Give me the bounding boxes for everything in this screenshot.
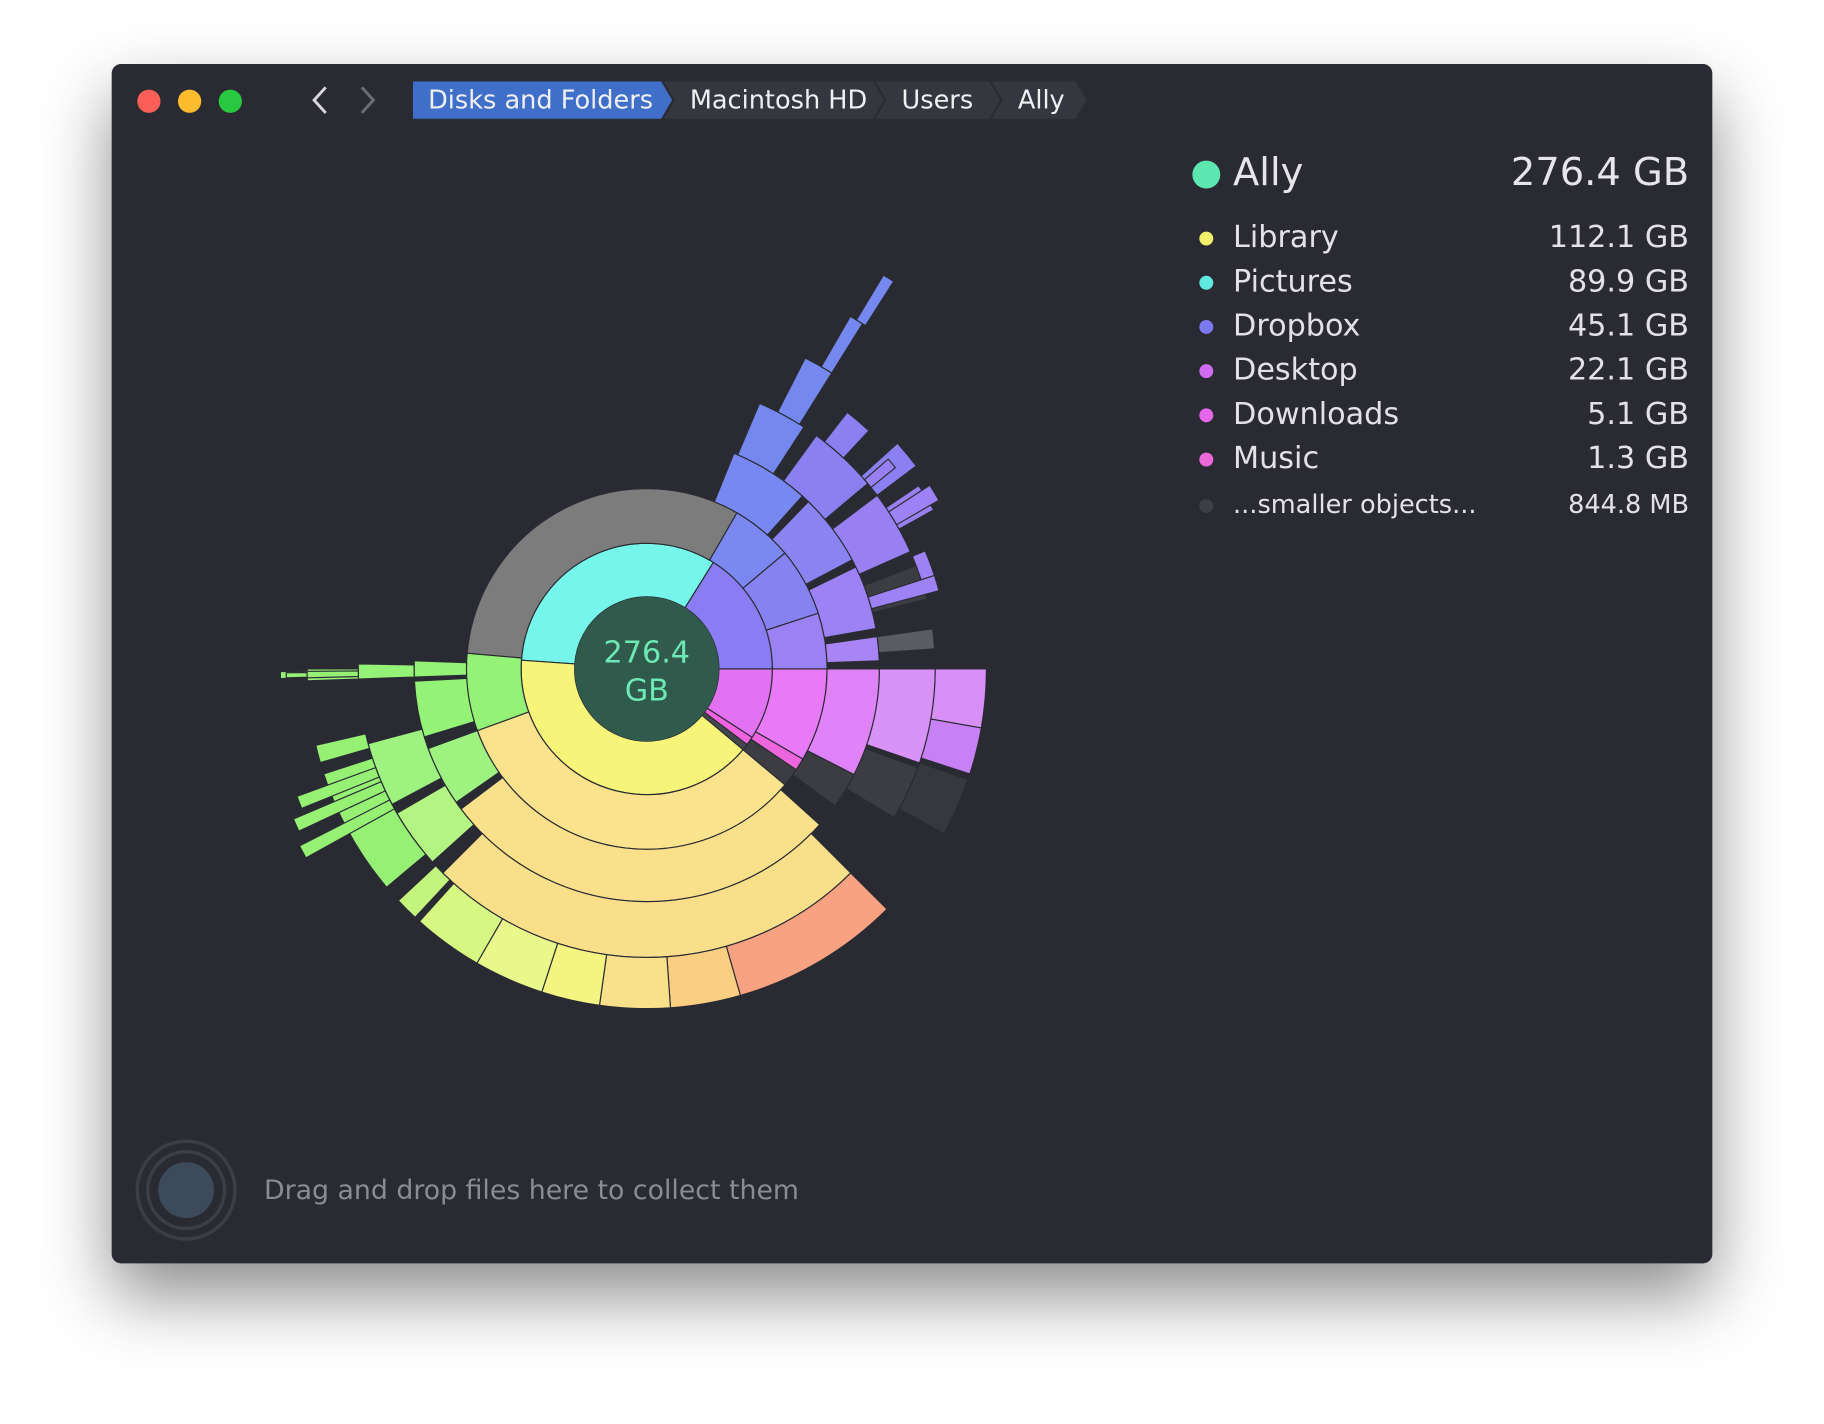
sunburst-segment [855, 274, 895, 327]
sunburst-segment [397, 864, 451, 919]
sunburst-segment [920, 718, 982, 775]
breadcrumb-label: Ally [1018, 85, 1065, 115]
legend-name: Desktop [1233, 353, 1358, 388]
forward-button[interactable] [360, 86, 376, 114]
dropzone-text: Drag and drop files here to collect them [264, 1175, 799, 1206]
legend-size: 112.1 GB [1549, 220, 1689, 255]
zoom-button[interactable] [218, 89, 242, 113]
legend: Library 112.1 GB Pictures 89.9 GB Dropbox 45.… [1199, 220, 1689, 520]
legend-dot [1199, 364, 1214, 379]
legend-size: 89.9 GB [1568, 264, 1689, 299]
window [111, 64, 1713, 1264]
legend-dot [1199, 319, 1214, 334]
legend-dot [1199, 231, 1214, 246]
close-button[interactable] [137, 89, 161, 113]
legend-dot [1199, 452, 1214, 467]
sunburst-segment [823, 411, 870, 459]
legend-dot [1199, 275, 1214, 290]
center-unit: GB [625, 674, 669, 709]
legend-dot [1199, 408, 1214, 423]
sunburst-segment [898, 762, 969, 835]
breadcrumb-item[interactable] [987, 79, 1090, 122]
sunburst-segment [322, 757, 427, 889]
minimize-button[interactable] [177, 89, 202, 113]
sunburst-segment [887, 484, 940, 526]
sunburst-segment [357, 663, 415, 680]
sunburst-segment [867, 574, 940, 610]
drop-ring [135, 1139, 237, 1241]
legend-size: 22.1 GB [1568, 353, 1689, 388]
legend-size: 5.1 GB [1587, 397, 1689, 432]
sunburst-segment [930, 668, 988, 729]
breadcrumb-label: Macintosh HD [690, 85, 867, 115]
breadcrumb-label: Users [902, 85, 974, 115]
center-disc [574, 596, 719, 742]
legend-name: Downloads [1233, 397, 1399, 432]
sunburst-segment [315, 733, 371, 764]
legend-size: 1.3 GB [1587, 441, 1689, 476]
sunburst-segment [292, 780, 387, 832]
sunburst-segment [876, 628, 936, 654]
sunburst-segment [666, 945, 742, 1009]
sunburst-segment [298, 799, 396, 859]
sunburst-segment [863, 458, 897, 489]
sunburst-segment [296, 766, 381, 810]
sunburst-segment [418, 882, 504, 964]
drop-ring [145, 1149, 227, 1231]
sunburst-segment [285, 671, 308, 679]
sunburst-segment [736, 402, 805, 475]
sunburst-segment [820, 315, 864, 374]
legend-name: Pictures [1233, 264, 1353, 299]
breadcrumb-label: Disks and Folders [428, 85, 653, 115]
root-name: Ally [1233, 150, 1303, 195]
root-size: 276.4 GB [1511, 150, 1689, 195]
legend-name: Dropbox [1233, 308, 1360, 343]
legend-dot [1199, 499, 1214, 514]
legend-name: Music [1233, 441, 1319, 476]
back-button[interactable] [312, 86, 327, 114]
sunburst-segment [413, 677, 476, 738]
center-value: 276.4 [603, 635, 690, 670]
sunburst-segment [776, 357, 833, 426]
sunburst-segment [413, 660, 468, 678]
drop-target[interactable] [158, 1162, 215, 1219]
root-dot [1192, 160, 1221, 189]
legend-name: ...smaller objects... [1233, 490, 1476, 520]
legend-size: 45.1 GB [1568, 308, 1689, 343]
legend-size: 844.8 MB [1568, 490, 1689, 520]
breadcrumb: Disks and Folders Macintosh HD Users Ally [410, 79, 1090, 122]
sunburst [279, 274, 988, 1010]
legend-name: Library [1233, 220, 1339, 255]
sunburst-segment [598, 953, 672, 1010]
